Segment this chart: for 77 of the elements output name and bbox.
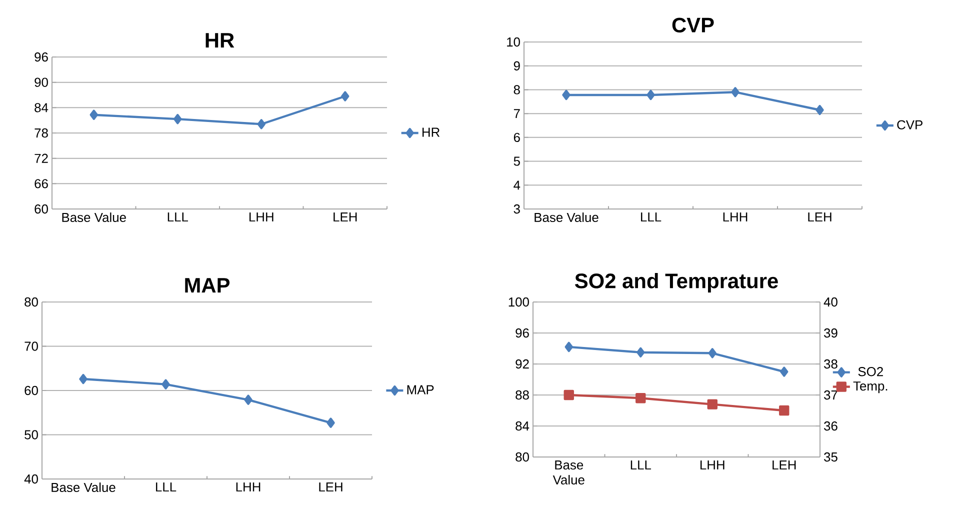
- y2-tick-label: 40: [824, 297, 838, 307]
- point: [564, 342, 573, 352]
- y-tick-label: 6: [514, 132, 520, 142]
- point: [341, 91, 350, 102]
- y-tick-label: 5: [514, 156, 520, 166]
- y-tick-label: 96: [34, 52, 48, 62]
- point: [816, 104, 824, 116]
- point: [174, 114, 182, 124]
- y-tick-label: 8: [514, 85, 520, 94]
- point: [79, 374, 88, 384]
- y-tick-label: 84: [516, 421, 530, 431]
- y-tick-label: 96: [516, 328, 529, 338]
- x-tick-label: Base Value: [552, 460, 584, 484]
- y-tick-label: 88: [516, 390, 529, 400]
- point: [707, 399, 718, 410]
- y-tick-label: 7: [514, 109, 520, 118]
- y-tick-label: 40: [24, 474, 38, 484]
- point: [731, 87, 740, 98]
- x-tick-label: Base Value: [534, 212, 598, 222]
- y-tick-label: 72: [34, 154, 48, 163]
- x-tick-label: LLL: [641, 212, 662, 222]
- y-tick-label: 80: [24, 297, 38, 307]
- y-tick-label: 84: [34, 103, 48, 112]
- legend-label: MAP: [407, 385, 434, 394]
- y-tick-label: 10: [507, 37, 520, 47]
- chart-title: MAP: [185, 278, 230, 293]
- legend-label: SO2: [858, 367, 883, 376]
- x-tick-label: LLL: [630, 460, 652, 470]
- point: [779, 405, 790, 416]
- chart-title: SO2 and Temprature: [575, 273, 778, 293]
- point: [646, 90, 655, 100]
- point: [564, 390, 574, 400]
- legend-label: Temp.: [853, 382, 888, 394]
- x-tick-label: LLL: [168, 212, 188, 222]
- legend-label: HR: [422, 128, 440, 137]
- x-tick-label: LEH: [808, 212, 832, 222]
- x-tick-label: LEH: [334, 212, 357, 222]
- chart-title: HR: [206, 33, 234, 48]
- point: [780, 366, 788, 377]
- y2-tick-label: 38: [824, 359, 838, 369]
- point: [636, 393, 646, 404]
- y-tick-label: 100: [508, 297, 529, 307]
- y-tick-label: 9: [514, 61, 520, 70]
- y-tick-label: 60: [24, 386, 38, 396]
- x-tick-label: LLL: [156, 482, 176, 492]
- y2-tick-label: 37: [824, 390, 838, 400]
- point: [90, 110, 98, 120]
- y-tick-label: 70: [24, 342, 38, 351]
- chart-title: CVP: [672, 18, 714, 33]
- point: [708, 348, 716, 358]
- x-tick-label: LHH: [723, 212, 748, 222]
- point: [257, 119, 266, 130]
- y-tick-label: 92: [516, 359, 529, 369]
- x-tick-label: Base Value: [52, 482, 116, 492]
- legend-label: CVP: [897, 120, 922, 130]
- y-tick-label: 60: [34, 204, 48, 214]
- x-tick-label: LHH: [236, 482, 260, 492]
- point: [244, 394, 252, 405]
- y-tick-label: 90: [34, 78, 48, 87]
- point: [636, 347, 645, 358]
- y2-tick-label: 35: [824, 452, 838, 462]
- point: [562, 90, 570, 100]
- point: [326, 418, 335, 428]
- y-tick-label: 3: [514, 204, 520, 214]
- x-tick-label: Base Value: [62, 212, 126, 222]
- y-tick-label: 4: [514, 180, 520, 190]
- y-tick-label: 80: [516, 452, 529, 462]
- point: [162, 379, 170, 390]
- x-tick-label: LHH: [249, 212, 274, 222]
- y2-tick-label: 36: [824, 421, 838, 431]
- y-tick-label: 78: [34, 128, 48, 138]
- x-tick-label: LEH: [772, 460, 796, 470]
- x-tick-label: LEH: [319, 482, 342, 492]
- y-tick-label: 50: [24, 430, 38, 440]
- x-tick-label: LHH: [700, 460, 724, 470]
- y-tick-label: 66: [34, 179, 48, 188]
- y2-tick-label: 39: [824, 328, 838, 338]
